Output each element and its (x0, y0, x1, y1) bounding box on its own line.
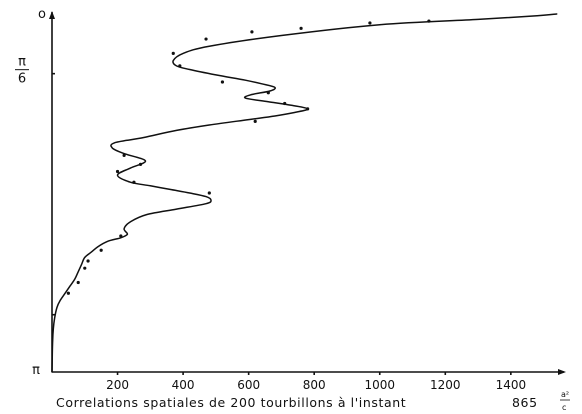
x-tick-label: 600 (237, 378, 260, 392)
x-tick-label: 1400 (496, 378, 527, 392)
y-tick-label-denominator: 6 (18, 72, 26, 87)
tick-labels: 200 400 600 800 1000 1200 1400 π 6 o π (15, 7, 526, 392)
data-point (253, 119, 257, 123)
x-tick-label: 1000 (364, 378, 395, 392)
y-tick-label-numerator: π (18, 55, 26, 70)
data-curve-layer (51, 13, 558, 373)
data-point (171, 51, 175, 55)
x-tick-label: 800 (303, 378, 326, 392)
data-point (427, 19, 431, 23)
x-tick-label: 400 (172, 378, 195, 392)
x-tick-label: 200 (106, 378, 129, 392)
x-axis-arrow (558, 369, 566, 375)
y-top-label: o (38, 7, 46, 22)
data-point (368, 21, 372, 25)
caption-fraction-denominator: c (562, 403, 566, 412)
data-point (299, 26, 303, 30)
data-point (204, 37, 208, 41)
x-tick-label: 1200 (430, 378, 461, 392)
data-point (119, 234, 123, 238)
data-point (76, 280, 80, 285)
data-point (83, 266, 87, 270)
data-point (250, 30, 254, 34)
data-point (115, 169, 120, 174)
data-point (138, 162, 143, 166)
data-point (132, 180, 136, 184)
caption-fraction-numerator: a² (561, 390, 569, 399)
data-point (220, 80, 225, 84)
data-point (283, 101, 287, 106)
data-point (99, 248, 103, 252)
series-curve (51, 13, 558, 373)
data-point (266, 91, 270, 95)
data-point (66, 291, 70, 295)
data-point (207, 191, 211, 195)
y-axis-arrow (49, 11, 55, 19)
data-points-layer (66, 19, 431, 295)
chart-axes (49, 11, 566, 375)
data-point (122, 153, 126, 158)
data-point (306, 107, 310, 111)
y-bottom-label: π (32, 363, 40, 378)
data-point (86, 259, 90, 263)
caption: Correlations spatiales de 200 tourbillon… (56, 390, 570, 412)
caption-text: Correlations spatiales de 200 tourbillon… (56, 395, 406, 410)
data-point (178, 64, 182, 68)
caption-value: 865 (512, 395, 538, 410)
